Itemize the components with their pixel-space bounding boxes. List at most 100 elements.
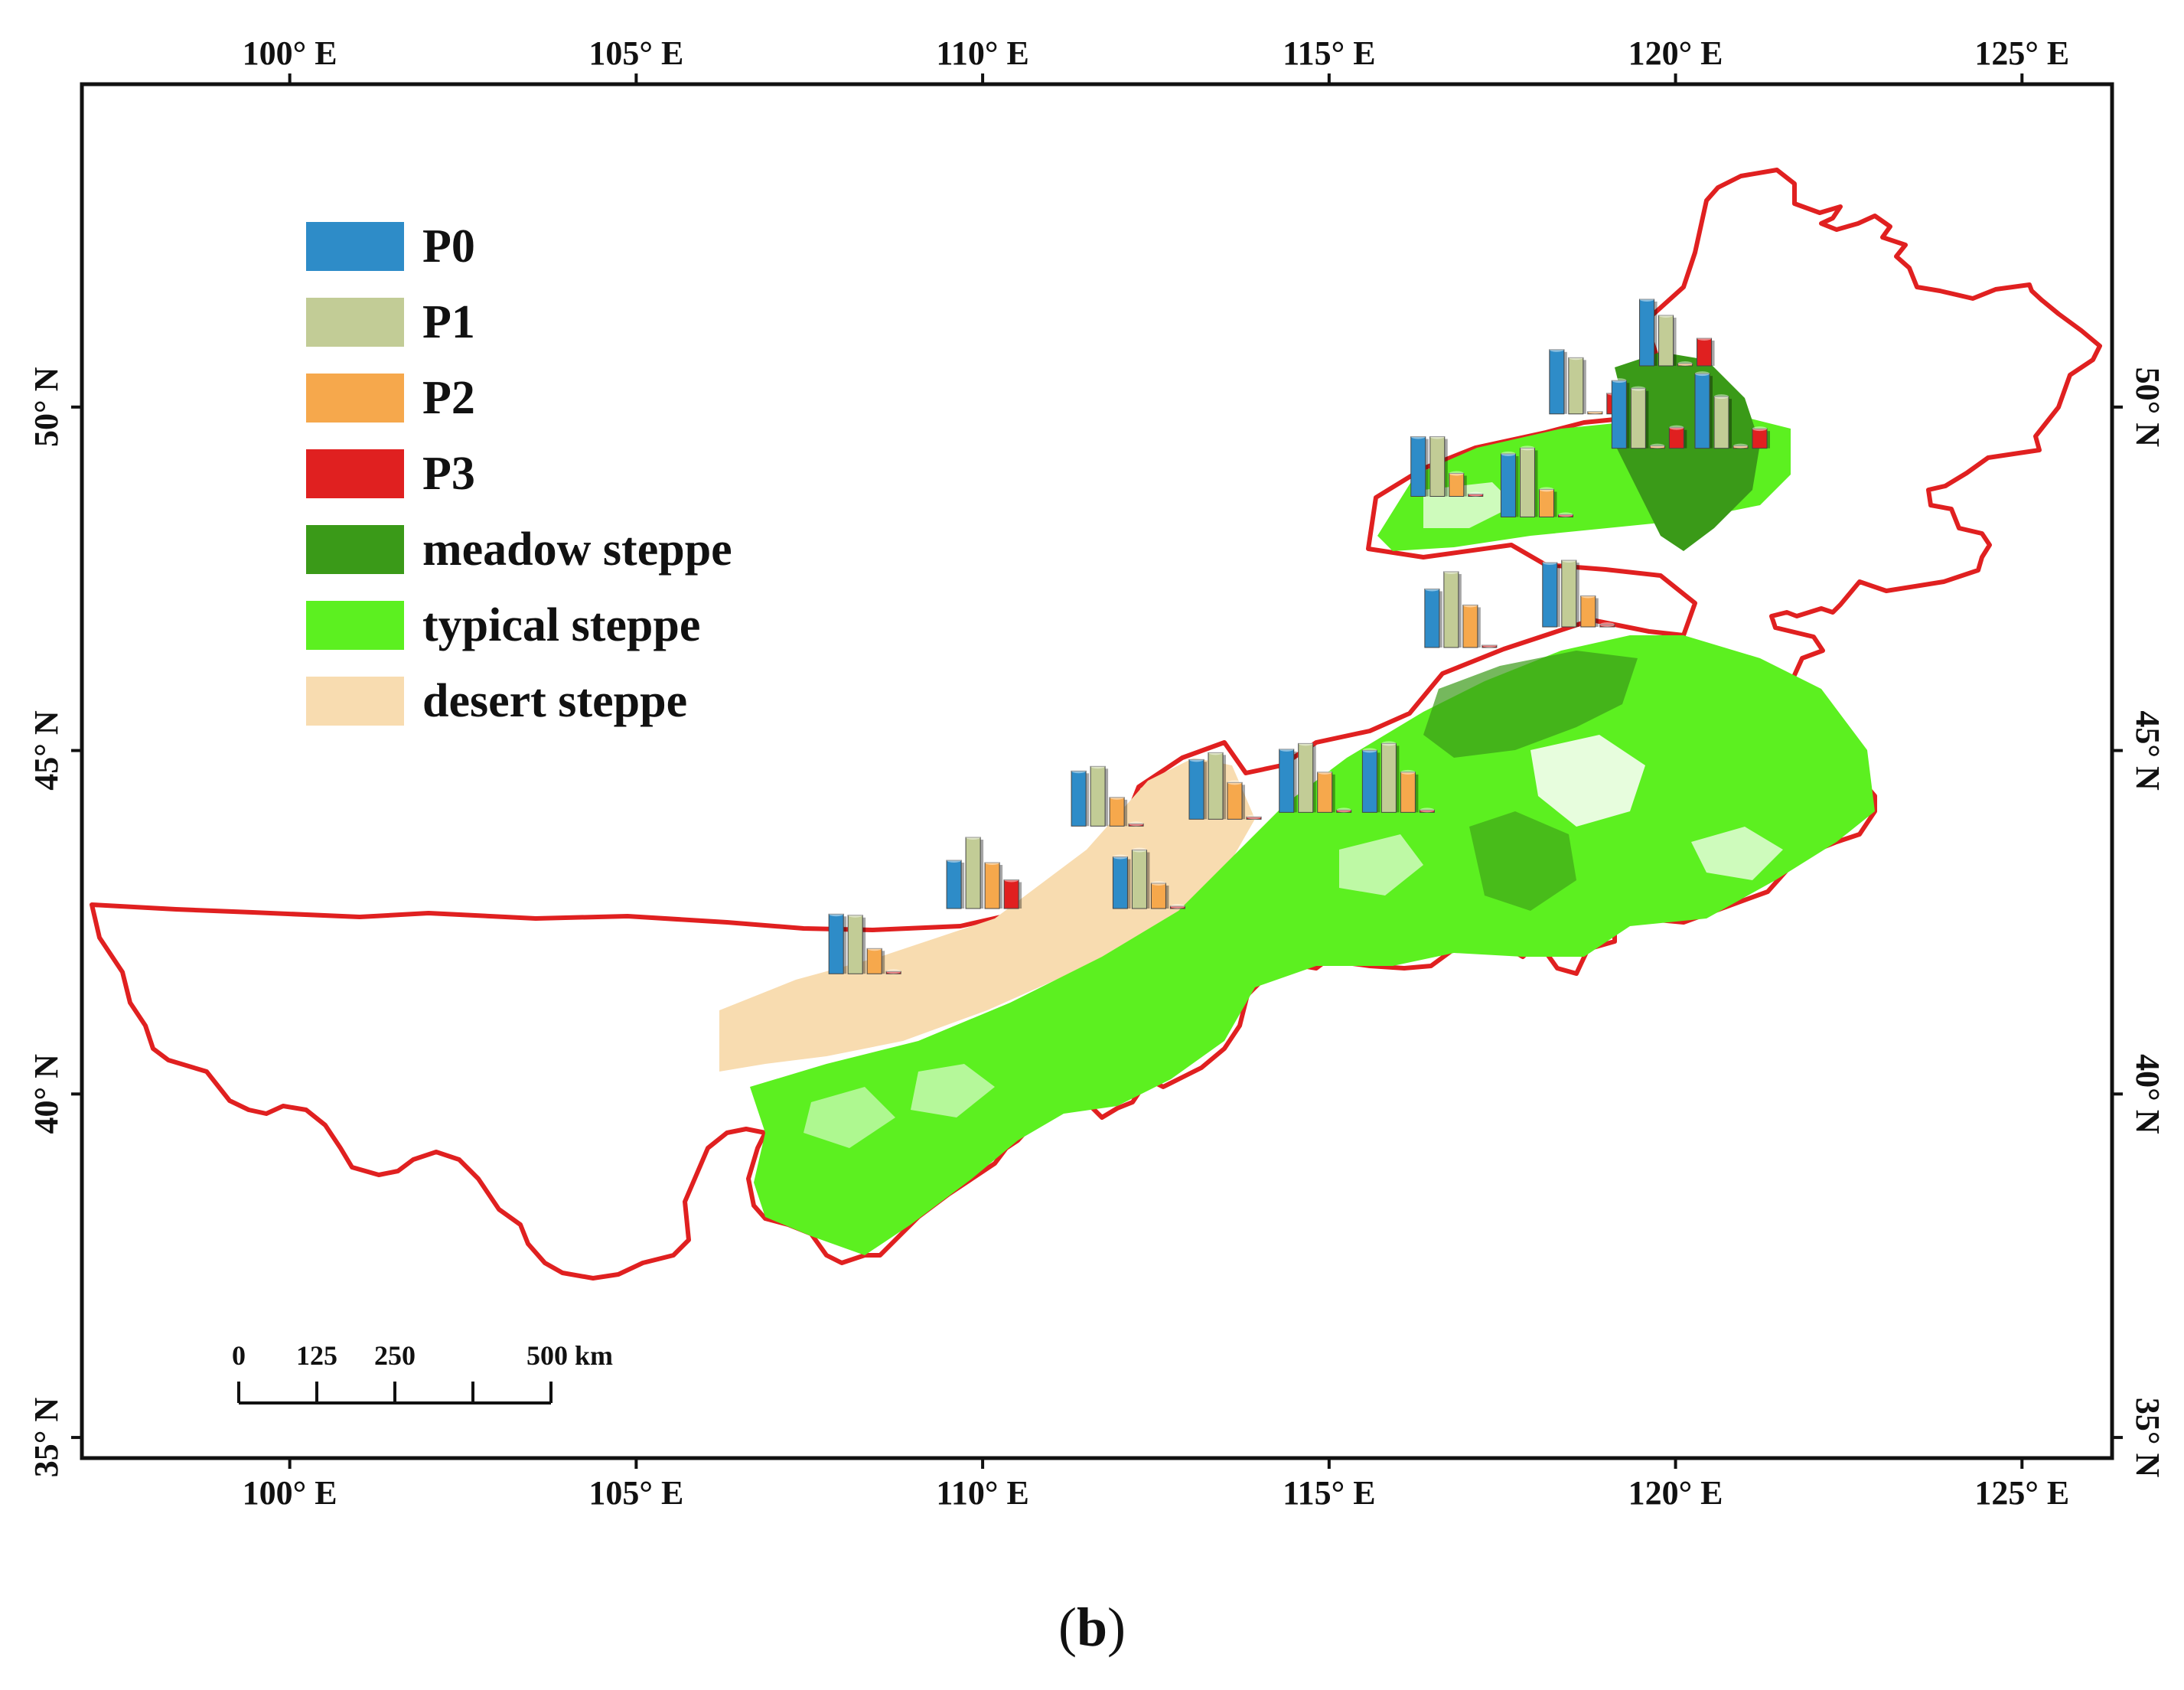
bar-p0 [1639, 299, 1655, 367]
bar-shadow [1553, 491, 1557, 517]
bar-shadow [1654, 301, 1658, 366]
bar-p1 [1208, 752, 1224, 820]
site-chart-3 [1071, 764, 1144, 827]
scale-bar-label: 500 km [526, 1340, 613, 1371]
legend-label-p2: P2 [422, 372, 475, 424]
legend-swatch-p3 [306, 449, 404, 498]
panel-label-open: ( [1058, 1597, 1077, 1658]
bar-p3 [1336, 809, 1352, 813]
bar-cap [1227, 780, 1243, 785]
bar-cap [985, 860, 1000, 865]
lat-label-right: 35° N [2129, 1398, 2166, 1478]
bar-cap [1561, 558, 1576, 563]
scale-bar-label: 250 [374, 1340, 416, 1371]
bar-p3 [1128, 823, 1144, 827]
bar-cap [1004, 877, 1019, 883]
bar-shadow [843, 916, 847, 974]
legend-label-desert: desert steppe [422, 675, 687, 727]
bar-cap [829, 912, 844, 917]
scale-bar-label: 0 [232, 1340, 246, 1371]
bar-cap [1449, 471, 1464, 476]
meadow-steppe-south [1469, 811, 1576, 911]
bar-shadow [980, 840, 984, 909]
bar-shadow [1377, 752, 1380, 813]
bar-cap [848, 912, 863, 918]
bar-shadow [1728, 399, 1732, 449]
bar-p0 [1361, 749, 1377, 813]
legend-label-p3: P3 [422, 448, 475, 500]
lon-label-bottom: 100° E [243, 1474, 337, 1512]
bar-p1 [1568, 357, 1584, 415]
bar-cap [1381, 741, 1397, 746]
desert-steppe-area [719, 758, 1255, 1072]
bar-cap [1462, 602, 1478, 608]
bar-shadow [1165, 886, 1169, 909]
bar-p2 [1227, 781, 1243, 820]
bar-shadow [1673, 317, 1677, 366]
lon-label-bottom: 110° E [936, 1474, 1029, 1512]
bar-p2 [984, 862, 1000, 909]
lon-label-bottom: 120° E [1628, 1474, 1723, 1512]
bar-cap [966, 835, 981, 840]
bar-p3 [1697, 338, 1713, 367]
bar-shadow [961, 863, 965, 909]
bar-p3 [1468, 494, 1484, 497]
site-chart-1 [828, 912, 901, 974]
legend-label-p0: P0 [422, 220, 475, 272]
bar-p1 [1519, 447, 1535, 517]
legend-swatch-p2 [306, 374, 404, 422]
bar-p3 [1003, 879, 1019, 909]
lon-label-bottom: 125° E [1974, 1474, 2069, 1512]
bar-shadow [1223, 755, 1227, 820]
bar-shadow [1146, 852, 1150, 909]
bar-cap [1558, 512, 1573, 517]
bar-p1 [1380, 742, 1397, 813]
bar-shadow [1709, 376, 1713, 449]
legend-swatch-meadow [306, 525, 404, 574]
site-chart-2 [946, 835, 1022, 909]
bar-p2 [1400, 772, 1416, 813]
bar-cap [1317, 769, 1332, 775]
site-bar-charts [828, 296, 1770, 974]
site-chart-5 [1188, 750, 1262, 820]
bar-cap [1639, 296, 1654, 302]
bar-cap [1520, 445, 1535, 451]
bar-shadow [1626, 383, 1630, 449]
bar-cap [1549, 347, 1564, 352]
bar-p3 [1668, 427, 1684, 449]
bar-cap [1113, 854, 1128, 860]
bar-shadow [1293, 751, 1297, 813]
lat-label-left: 35° N [28, 1398, 65, 1478]
bar-p0 [1071, 770, 1087, 827]
legend-swatch-typical [306, 601, 404, 650]
bar-shadow [1312, 745, 1316, 813]
bar-p3 [1169, 905, 1185, 909]
bar-cap [1429, 434, 1445, 439]
bar-p1 [1561, 560, 1577, 628]
bar-shadow [1463, 475, 1467, 497]
bar-p1 [1090, 765, 1106, 827]
bar-cap [1599, 622, 1615, 628]
bar-cap [1151, 881, 1166, 886]
bar-p3 [885, 971, 901, 974]
bar-cap [1752, 426, 1767, 432]
bar-shadow [1515, 455, 1519, 517]
bar-cap [1129, 821, 1144, 827]
lon-label-top: 110° E [936, 34, 1029, 72]
bar-shadow [862, 917, 866, 974]
bar-cap [1090, 764, 1106, 769]
bar-cap [1420, 807, 1435, 813]
bar-shadow [1439, 591, 1442, 648]
bar-shadow [1576, 563, 1579, 628]
bar-cap [1443, 569, 1459, 574]
bar-cap [1298, 741, 1313, 746]
bar-p3 [1599, 624, 1615, 628]
bar-shadow [1563, 351, 1567, 414]
lon-label-top: 120° E [1628, 34, 1723, 72]
bar-shadow [1711, 340, 1715, 366]
lon-label-bottom: 115° E [1283, 1474, 1376, 1512]
bar-p1 [847, 915, 863, 974]
site-chart-9 [1542, 558, 1615, 628]
lon-label-top: 100° E [243, 34, 337, 72]
